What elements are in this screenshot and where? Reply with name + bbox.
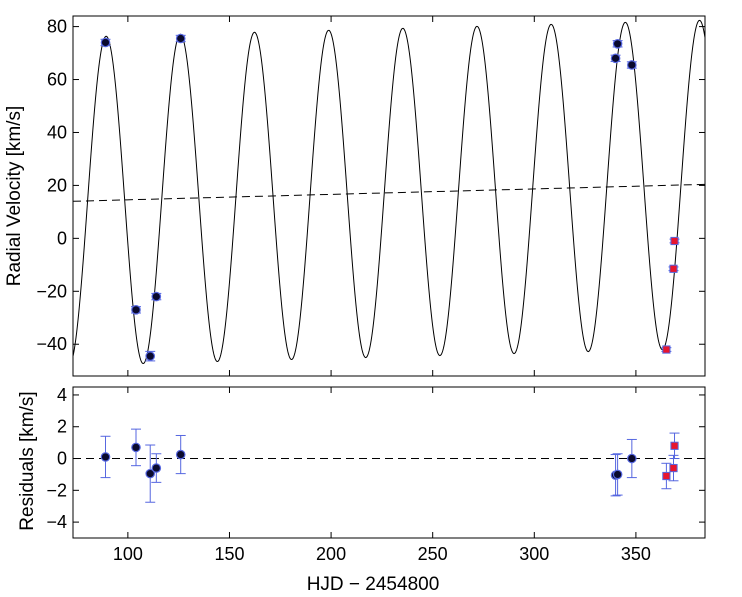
rv-point-1-2 xyxy=(669,236,680,246)
resid-xtick-label: 100 xyxy=(113,544,143,564)
rv-ytick-label: 40 xyxy=(47,122,67,142)
rv-y-axis-label: Radial Velocity [km/s] xyxy=(4,106,25,287)
rv-circle-marker xyxy=(131,305,141,315)
residuals-plot-area xyxy=(73,428,705,503)
rv-plot-area xyxy=(73,19,705,365)
resid-point-1-1 xyxy=(668,454,679,482)
resid-point-0-1 xyxy=(130,428,141,467)
rv-axis-ticks: −40 −20 0 20 40 60 80 xyxy=(36,16,705,376)
residuals-axis-ticks: −4 −2 0 2 4 100 150 200 250 300 350 xyxy=(46,385,705,564)
resid-ytick-label: −2 xyxy=(46,480,67,500)
resid-point-0-4 xyxy=(175,434,186,475)
resid-square-marker xyxy=(662,471,671,481)
rv-circle-marker xyxy=(627,60,637,70)
resid-point-0-3 xyxy=(151,453,162,483)
resid-ytick-label: 0 xyxy=(57,449,67,469)
rv-ytick-label: 20 xyxy=(47,175,67,195)
residuals-panel-frame xyxy=(72,386,706,539)
residuals-y-axis-label: Residuals [km/s] xyxy=(17,391,38,530)
resid-square-marker xyxy=(669,463,678,473)
resid-circle-marker xyxy=(175,449,186,460)
rv-ytick-label: −40 xyxy=(36,334,67,354)
resid-xtick-label: 150 xyxy=(214,544,244,564)
resid-circle-marker xyxy=(627,453,637,464)
resid-point-1-0 xyxy=(661,462,672,490)
resid-ytick-label: 2 xyxy=(57,417,67,437)
rv-panel-frame xyxy=(72,15,706,377)
rv-point-0-6 xyxy=(612,38,623,49)
resid-circle-marker xyxy=(131,442,141,453)
rv-circle-marker xyxy=(145,351,156,361)
rv-circle-marker xyxy=(610,53,621,64)
rv-point-0-3 xyxy=(151,291,162,302)
resid-point-0-0 xyxy=(100,435,111,479)
rv-square-marker xyxy=(662,345,671,354)
rv-circle-marker xyxy=(175,33,186,44)
resid-square-marker xyxy=(670,441,679,450)
rv-point-0-4 xyxy=(175,33,186,44)
resid-xtick-label: 300 xyxy=(519,544,549,564)
rv-ytick-label: 80 xyxy=(47,17,67,37)
x-axis-label: HJD − 2454800 xyxy=(307,574,440,595)
rv-point-0-7 xyxy=(626,60,637,70)
rv-ytick-label: −20 xyxy=(36,281,67,301)
rv-point-0-2 xyxy=(145,350,156,362)
resid-xtick-label: 250 xyxy=(418,544,448,564)
rv-data-points xyxy=(100,33,680,362)
resid-point-0-2 xyxy=(145,444,156,503)
rv-circle-marker xyxy=(151,291,162,302)
resid-ytick-label: −4 xyxy=(46,512,67,532)
radial-velocity-panel: −40 −20 0 20 40 60 80 Radial Velocity [km/s] xyxy=(4,15,706,377)
rv-circle-marker xyxy=(100,37,111,48)
rv-point-0-1 xyxy=(130,305,141,315)
resid-circle-marker xyxy=(145,468,156,479)
rv-ytick-label: 0 xyxy=(57,228,67,248)
resid-circle-marker xyxy=(100,452,111,462)
rv-point-0-5 xyxy=(610,53,621,64)
resid-point-1-2 xyxy=(669,432,680,460)
rv-circle-marker xyxy=(612,38,623,49)
resid-xtick-label: 200 xyxy=(316,544,346,564)
rv-square-marker xyxy=(670,236,679,246)
rv-point-1-0 xyxy=(661,345,672,354)
resid-point-0-7 xyxy=(626,438,637,479)
resid-circle-marker xyxy=(612,469,623,480)
resid-xtick-label: 350 xyxy=(621,544,651,564)
orbit-model-curve xyxy=(73,19,705,365)
resid-ytick-label: 4 xyxy=(57,385,67,405)
linear-trend-line xyxy=(73,183,705,202)
rv-point-0-0 xyxy=(100,37,111,48)
resid-point-0-6 xyxy=(612,453,623,496)
rv-ytick-label: 60 xyxy=(47,70,67,90)
residual-data-points xyxy=(100,428,680,503)
rv-point-1-1 xyxy=(668,264,679,273)
residuals-panel: −4 −2 0 2 4 100 150 200 250 300 350 Residuals [km/… xyxy=(17,385,706,595)
resid-circle-marker xyxy=(151,463,162,473)
rv-square-marker xyxy=(669,264,678,273)
